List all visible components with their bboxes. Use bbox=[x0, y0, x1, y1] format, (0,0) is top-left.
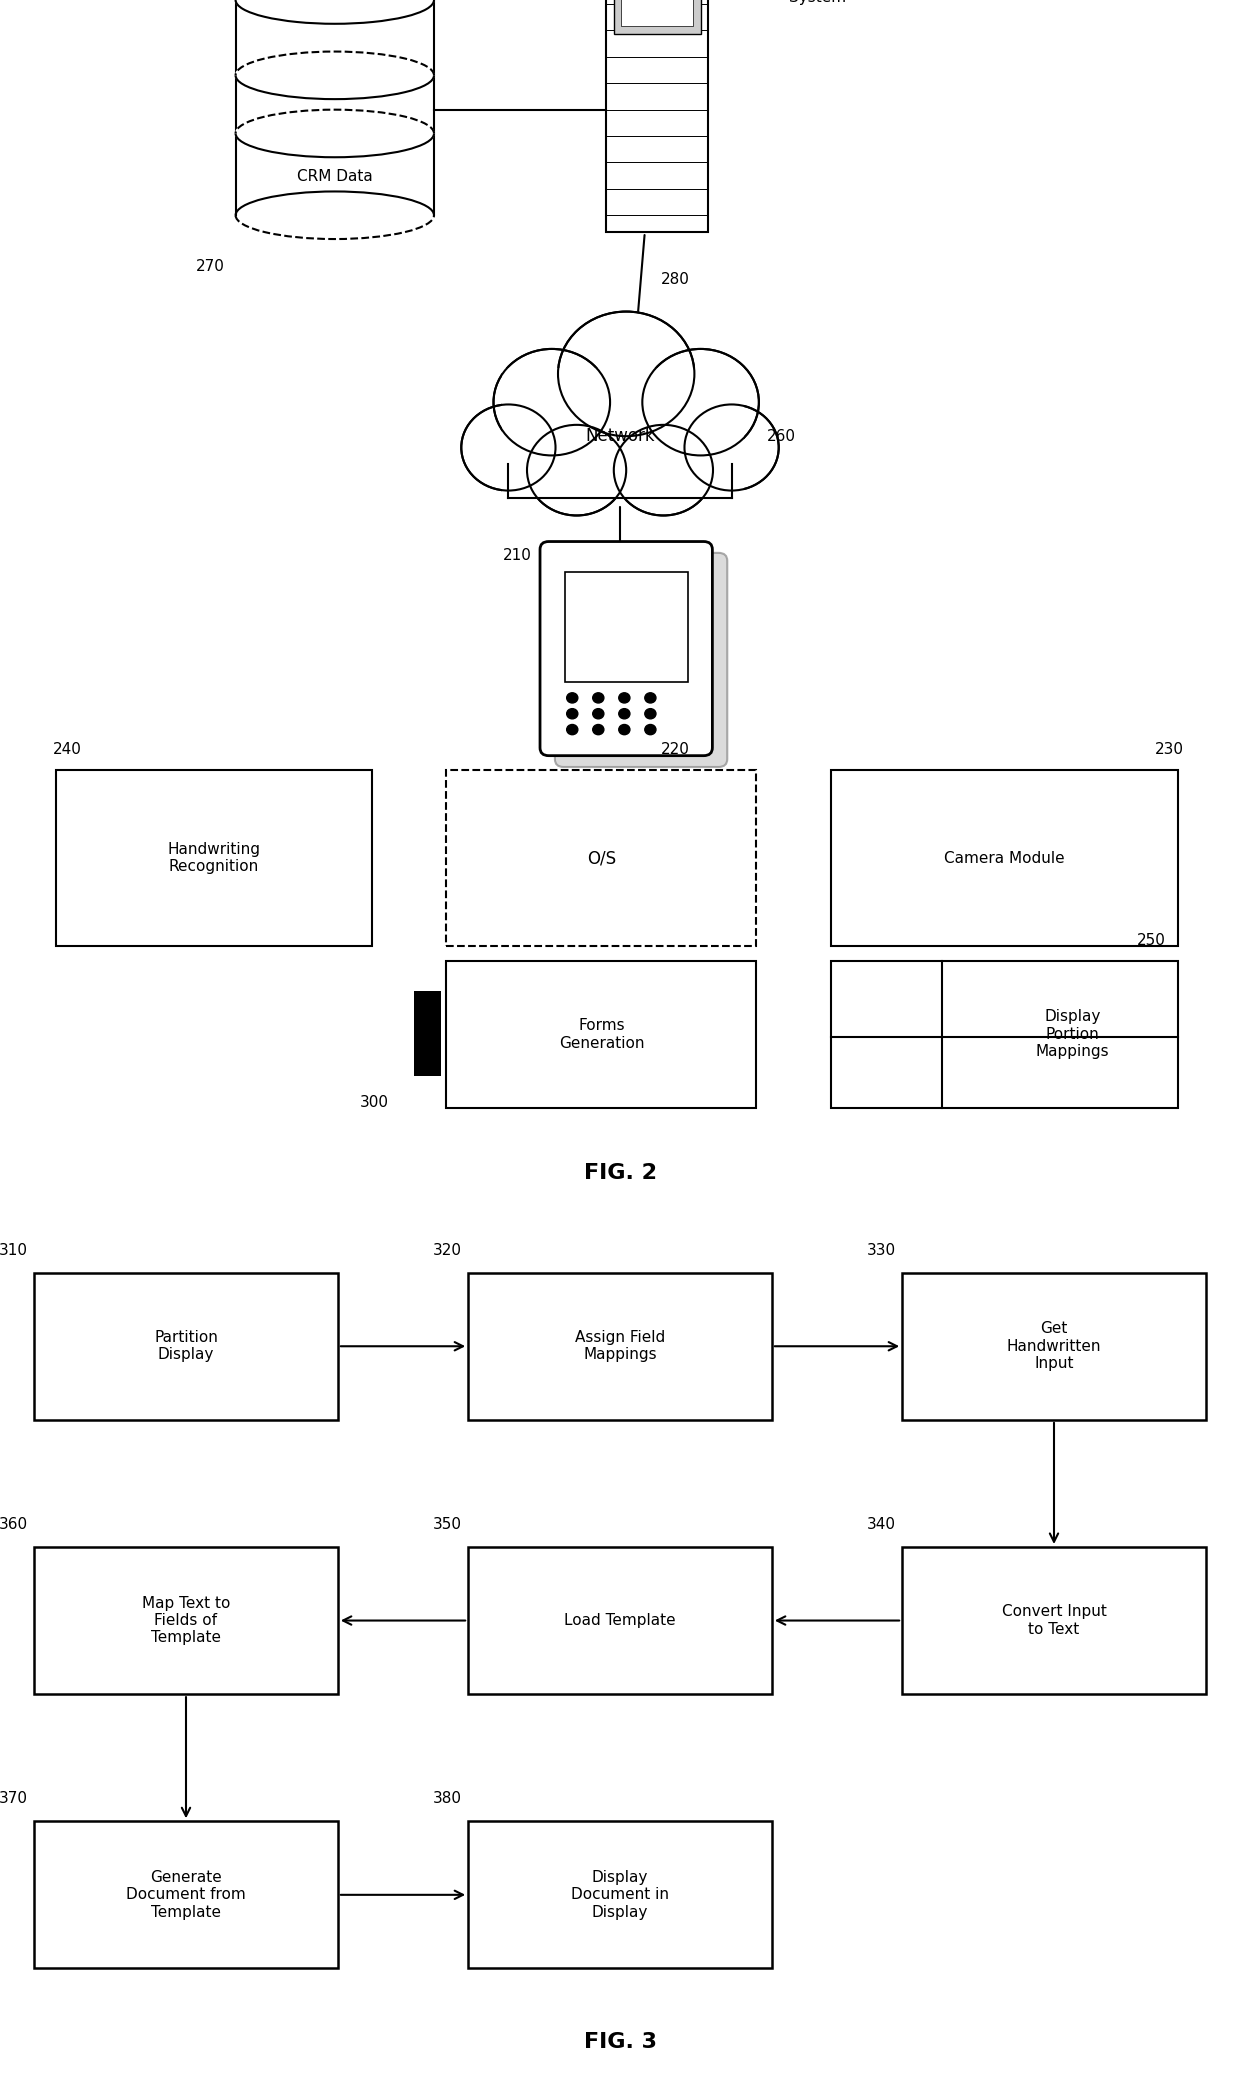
Circle shape bbox=[645, 709, 656, 720]
Text: Convert Input
to Text: Convert Input to Text bbox=[1002, 1605, 1106, 1636]
FancyBboxPatch shape bbox=[556, 554, 727, 768]
Text: 230: 230 bbox=[1156, 743, 1184, 757]
Bar bbox=[564, 573, 687, 682]
Text: 320: 320 bbox=[433, 1242, 463, 1259]
Circle shape bbox=[593, 692, 604, 703]
Text: CRM
System: CRM System bbox=[789, 0, 846, 4]
Circle shape bbox=[567, 692, 578, 703]
Bar bbox=[903, 1546, 1205, 1695]
Bar bbox=[614, 0, 701, 34]
Circle shape bbox=[684, 405, 779, 491]
Ellipse shape bbox=[236, 52, 434, 99]
Text: 260: 260 bbox=[766, 428, 796, 443]
Text: Display
Document in
Display: Display Document in Display bbox=[570, 1869, 670, 1920]
Ellipse shape bbox=[236, 109, 434, 157]
Text: O/S: O/S bbox=[587, 850, 616, 866]
FancyBboxPatch shape bbox=[541, 541, 712, 755]
Text: 380: 380 bbox=[433, 1792, 463, 1806]
Text: 310: 310 bbox=[0, 1242, 27, 1259]
Text: 360: 360 bbox=[0, 1517, 27, 1532]
Text: 350: 350 bbox=[433, 1517, 463, 1532]
Circle shape bbox=[619, 724, 630, 734]
Text: Handwriting
Recognition: Handwriting Recognition bbox=[167, 841, 260, 875]
Text: 300: 300 bbox=[360, 1095, 389, 1110]
Circle shape bbox=[494, 348, 610, 455]
Text: FIG. 3: FIG. 3 bbox=[584, 2033, 656, 2052]
Text: Display
Portion
Mappings: Display Portion Mappings bbox=[1035, 1009, 1109, 1059]
Text: Load Template: Load Template bbox=[564, 1613, 676, 1628]
Circle shape bbox=[619, 692, 630, 703]
Bar bbox=[414, 992, 441, 1076]
Circle shape bbox=[558, 311, 694, 436]
Text: CRM Data: CRM Data bbox=[296, 170, 373, 185]
Text: FIG. 2: FIG. 2 bbox=[584, 1162, 656, 1183]
Circle shape bbox=[593, 724, 604, 734]
Circle shape bbox=[567, 724, 578, 734]
Bar bbox=[831, 961, 1178, 1108]
Text: 270: 270 bbox=[196, 258, 226, 273]
Bar bbox=[33, 1273, 337, 1420]
Bar bbox=[446, 961, 756, 1108]
Bar bbox=[467, 1546, 771, 1695]
Text: Map Text to
Fields of
Template: Map Text to Fields of Template bbox=[141, 1597, 231, 1645]
Bar bbox=[606, 0, 708, 233]
Text: 340: 340 bbox=[867, 1517, 895, 1532]
Bar bbox=[33, 1546, 337, 1695]
Text: 210: 210 bbox=[502, 548, 532, 562]
Circle shape bbox=[567, 709, 578, 720]
Bar bbox=[56, 770, 372, 946]
Bar bbox=[446, 770, 756, 946]
Bar bbox=[33, 1821, 337, 1968]
Circle shape bbox=[642, 348, 759, 455]
Text: Get
Handwritten
Input: Get Handwritten Input bbox=[1007, 1322, 1101, 1372]
Polygon shape bbox=[502, 369, 744, 499]
Bar bbox=[467, 1273, 771, 1420]
Bar bbox=[903, 1273, 1205, 1420]
Text: 240: 240 bbox=[53, 743, 82, 757]
Text: 280: 280 bbox=[661, 273, 691, 287]
Text: 370: 370 bbox=[0, 1792, 27, 1806]
Text: Assign Field
Mappings: Assign Field Mappings bbox=[575, 1330, 665, 1362]
Bar bbox=[831, 770, 1178, 946]
Text: 250: 250 bbox=[1137, 934, 1166, 948]
Circle shape bbox=[645, 692, 656, 703]
Text: Generate
Document from
Template: Generate Document from Template bbox=[126, 1869, 246, 1920]
Text: 330: 330 bbox=[867, 1242, 895, 1259]
Circle shape bbox=[527, 424, 626, 516]
Text: 220: 220 bbox=[661, 743, 691, 757]
Bar bbox=[621, 0, 693, 25]
Bar bbox=[236, 0, 434, 216]
Text: Forms
Generation: Forms Generation bbox=[559, 1018, 644, 1051]
Bar bbox=[467, 1821, 771, 1968]
Circle shape bbox=[645, 724, 656, 734]
Circle shape bbox=[593, 709, 604, 720]
Text: Network: Network bbox=[585, 428, 655, 445]
Text: Camera Module: Camera Module bbox=[944, 850, 1065, 866]
Circle shape bbox=[614, 424, 713, 516]
Circle shape bbox=[619, 709, 630, 720]
Circle shape bbox=[461, 405, 556, 491]
Ellipse shape bbox=[236, 0, 434, 23]
Text: Partition
Display: Partition Display bbox=[154, 1330, 218, 1362]
